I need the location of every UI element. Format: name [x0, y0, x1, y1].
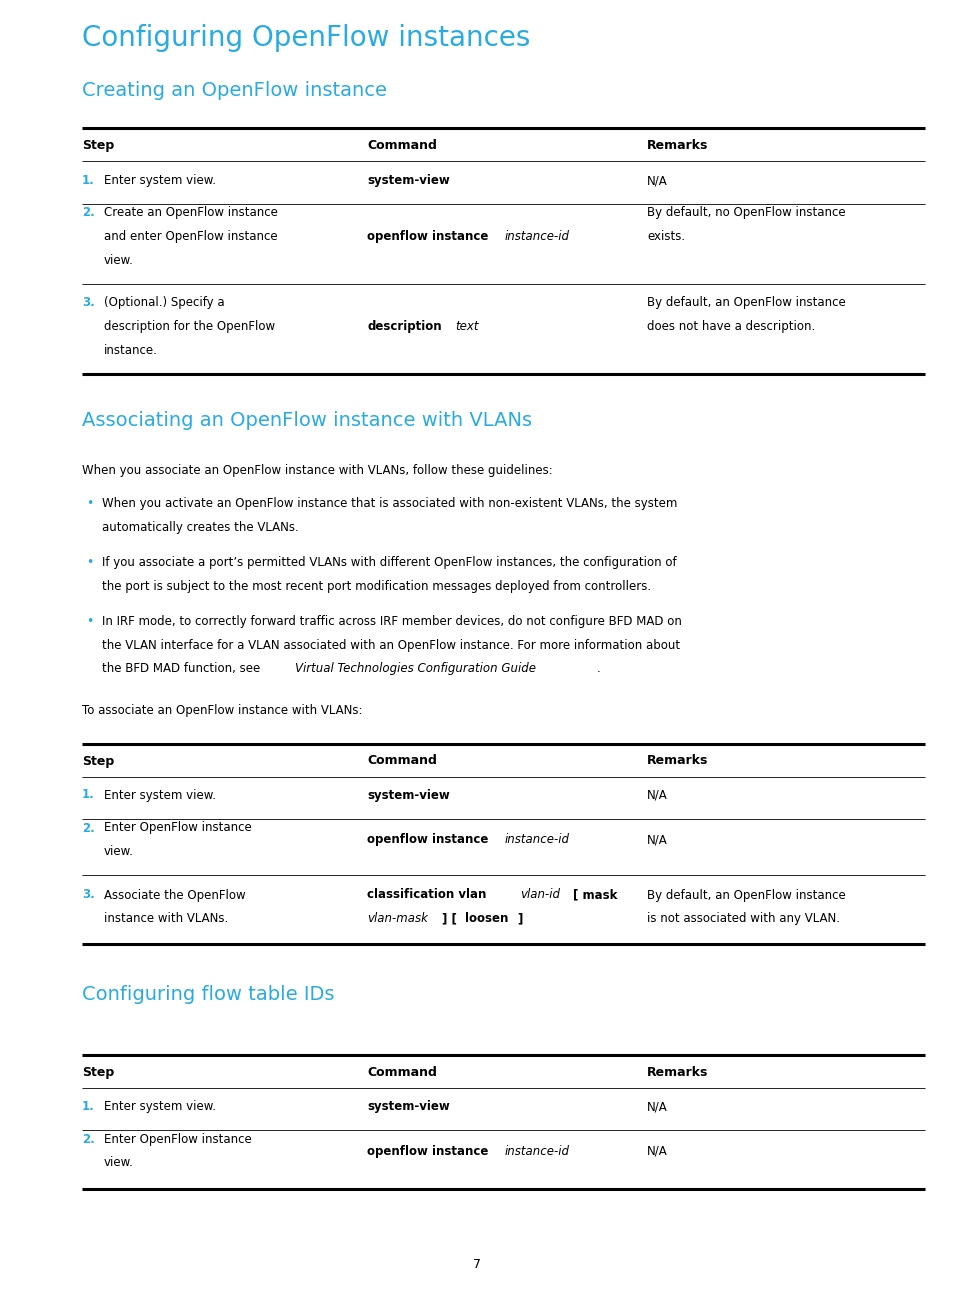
Text: When you activate an OpenFlow instance that is associated with non-existent VLAN: When you activate an OpenFlow instance t…	[102, 496, 677, 511]
Text: Associate the OpenFlow: Associate the OpenFlow	[104, 889, 245, 902]
Text: Virtual Technologies Configuration Guide: Virtual Technologies Configuration Guide	[294, 662, 536, 675]
Text: 1.: 1.	[82, 1100, 94, 1113]
Text: view.: view.	[104, 1156, 133, 1169]
Text: •: •	[86, 616, 93, 629]
Text: automatically creates the VLANs.: automatically creates the VLANs.	[102, 521, 298, 534]
Text: Create an OpenFlow instance: Create an OpenFlow instance	[104, 206, 277, 219]
Text: N/A: N/A	[646, 788, 667, 801]
Text: By default, an OpenFlow instance: By default, an OpenFlow instance	[646, 295, 845, 308]
Text: Step: Step	[82, 139, 114, 152]
Text: openflow instance: openflow instance	[367, 1144, 488, 1157]
Text: Enter system view.: Enter system view.	[104, 788, 215, 801]
Text: Enter system view.: Enter system view.	[104, 1100, 215, 1113]
Text: view.: view.	[104, 254, 133, 267]
Text: vlan-id: vlan-id	[519, 889, 559, 902]
Text: (Optional.) Specify a: (Optional.) Specify a	[104, 295, 224, 308]
Text: Enter OpenFlow instance: Enter OpenFlow instance	[104, 1133, 252, 1146]
Text: system-view: system-view	[367, 788, 449, 801]
Text: instance.: instance.	[104, 343, 157, 356]
Text: ]: ]	[517, 912, 522, 925]
Text: openflow instance: openflow instance	[367, 229, 488, 244]
Text: view.: view.	[104, 845, 133, 858]
Text: Command: Command	[367, 754, 436, 767]
Text: description: description	[367, 320, 441, 333]
Text: instance-id: instance-id	[504, 833, 569, 846]
Text: system-view: system-view	[367, 1100, 449, 1113]
Text: instance with VLANs.: instance with VLANs.	[104, 912, 228, 925]
Text: and enter OpenFlow instance: and enter OpenFlow instance	[104, 229, 277, 244]
Text: N/A: N/A	[646, 1144, 667, 1157]
Text: the port is subject to the most recent port modification messages deployed from : the port is subject to the most recent p…	[102, 579, 651, 592]
Text: Command: Command	[367, 1067, 436, 1080]
Text: 3.: 3.	[82, 889, 94, 902]
Text: 2.: 2.	[82, 206, 94, 219]
Text: •: •	[86, 556, 93, 569]
Text: Configuring flow table IDs: Configuring flow table IDs	[82, 985, 335, 1004]
Text: exists.: exists.	[646, 229, 684, 244]
Text: 2.: 2.	[82, 822, 94, 835]
Text: 1.: 1.	[82, 174, 94, 187]
Text: 7: 7	[473, 1258, 480, 1271]
Text: [ mask: [ mask	[573, 889, 617, 902]
Text: 2.: 2.	[82, 1133, 94, 1146]
Text: .: .	[597, 662, 600, 675]
Text: the BFD MAD function, see: the BFD MAD function, see	[102, 662, 264, 675]
Text: Remarks: Remarks	[646, 754, 708, 767]
Text: By default, an OpenFlow instance: By default, an OpenFlow instance	[646, 889, 845, 902]
Text: loosen: loosen	[464, 912, 508, 925]
Text: In IRF mode, to correctly forward traffic across IRF member devices, do not conf: In IRF mode, to correctly forward traffi…	[102, 616, 681, 629]
Text: N/A: N/A	[646, 1100, 667, 1113]
Text: vlan-mask: vlan-mask	[367, 912, 428, 925]
Text: Associating an OpenFlow instance with VLANs: Associating an OpenFlow instance with VL…	[82, 411, 532, 430]
Text: Creating an OpenFlow instance: Creating an OpenFlow instance	[82, 80, 387, 100]
Text: Command: Command	[367, 139, 436, 152]
Text: Configuring OpenFlow instances: Configuring OpenFlow instances	[82, 25, 530, 52]
Text: 1.: 1.	[82, 788, 94, 801]
Text: classification vlan: classification vlan	[367, 889, 486, 902]
Text: does not have a description.: does not have a description.	[646, 320, 815, 333]
Text: Remarks: Remarks	[646, 139, 708, 152]
Text: N/A: N/A	[646, 833, 667, 846]
Text: Enter OpenFlow instance: Enter OpenFlow instance	[104, 822, 252, 835]
Text: ] [: ] [	[441, 912, 456, 925]
Text: By default, no OpenFlow instance: By default, no OpenFlow instance	[646, 206, 844, 219]
Text: system-view: system-view	[367, 174, 449, 187]
Text: is not associated with any VLAN.: is not associated with any VLAN.	[646, 912, 840, 925]
Text: Step: Step	[82, 1067, 114, 1080]
Text: the VLAN interface for a VLAN associated with an OpenFlow instance. For more inf: the VLAN interface for a VLAN associated…	[102, 639, 679, 652]
Text: N/A: N/A	[646, 174, 667, 187]
Text: Step: Step	[82, 754, 114, 767]
Text: If you associate a port’s permitted VLANs with different OpenFlow instances, the: If you associate a port’s permitted VLAN…	[102, 556, 676, 569]
Text: description for the OpenFlow: description for the OpenFlow	[104, 320, 274, 333]
Text: To associate an OpenFlow instance with VLANs:: To associate an OpenFlow instance with V…	[82, 704, 362, 717]
Text: text: text	[455, 320, 478, 333]
Text: instance-id: instance-id	[504, 1144, 569, 1157]
Text: When you associate an OpenFlow instance with VLANs, follow these guidelines:: When you associate an OpenFlow instance …	[82, 464, 552, 477]
Text: 3.: 3.	[82, 295, 94, 308]
Text: Enter system view.: Enter system view.	[104, 174, 215, 187]
Text: Remarks: Remarks	[646, 1067, 708, 1080]
Text: instance-id: instance-id	[504, 229, 569, 244]
Text: •: •	[86, 496, 93, 511]
Text: openflow instance: openflow instance	[367, 833, 488, 846]
